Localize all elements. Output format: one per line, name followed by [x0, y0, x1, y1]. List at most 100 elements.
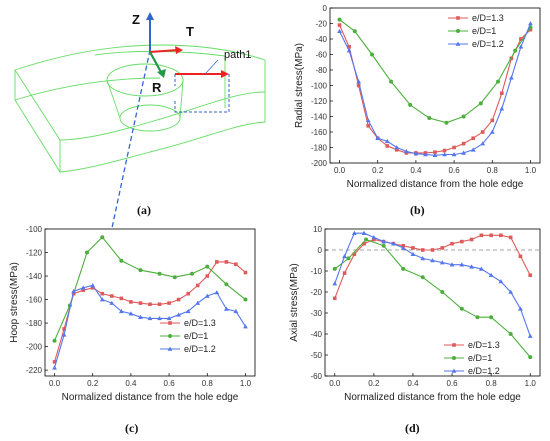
data-point: [118, 308, 124, 314]
data-point: [499, 106, 505, 111]
data-point: [128, 311, 134, 316]
data-point: [85, 250, 89, 255]
data-point: [451, 368, 457, 373]
data-point: [518, 306, 523, 311]
data-point: [337, 23, 342, 27]
data-point: [384, 138, 390, 144]
legend-item: e/D=1.3: [160, 318, 216, 328]
data-point: [62, 327, 66, 331]
data-point: [475, 315, 480, 320]
data-point: [71, 288, 77, 294]
y-tick-label: 10: [313, 225, 322, 234]
data-point: [410, 251, 416, 256]
x-tick-label: 0.8: [202, 379, 214, 388]
data-point: [471, 136, 475, 140]
data-point: [489, 315, 494, 320]
y-tick-label: -60: [310, 372, 322, 381]
data-point: [461, 141, 466, 146]
panel-caption: (d): [405, 421, 420, 435]
data-point: [442, 152, 447, 157]
y-tick-label: -140: [311, 113, 328, 122]
x-tick-label: 1.0: [525, 166, 537, 175]
x-tick-label: 0.6: [446, 379, 458, 388]
y-tick-label: -60: [315, 51, 327, 60]
data-point: [452, 356, 456, 360]
y-tick-label: -160: [311, 128, 328, 137]
legend-item: e/D=1.2: [448, 39, 504, 49]
data-point: [381, 243, 386, 248]
series-e-d-1: [337, 17, 533, 125]
data-point: [365, 117, 371, 123]
data-point: [440, 246, 445, 250]
data-point: [508, 75, 514, 80]
legend-label: e/D=1.2: [184, 344, 216, 354]
data-point: [432, 152, 438, 158]
legend-item: e/D=1.3: [444, 340, 500, 350]
data-point: [185, 308, 191, 314]
data-point: [351, 230, 357, 235]
data-point: [440, 290, 445, 294]
series-line: [53, 261, 246, 363]
data-point: [81, 288, 85, 292]
y-tick-label: -120: [26, 249, 43, 258]
data-point: [489, 233, 493, 238]
data-point: [489, 129, 495, 134]
data-point: [195, 300, 201, 305]
data-point: [223, 306, 229, 311]
x-tick-label: 0.4: [410, 166, 422, 175]
data-point: [527, 333, 533, 338]
data-point: [385, 144, 390, 148]
data-point: [451, 152, 457, 157]
data-point: [234, 262, 238, 267]
data-point: [499, 233, 503, 238]
radial-stress-chart: 0.0 0.2 0.4 0.6 0.8 1.0 0 -20 -40 -60 -80 -100 -120 -…: [294, 4, 541, 217]
series-line: [339, 19, 531, 124]
data-point: [508, 289, 514, 294]
data-point: [371, 235, 377, 240]
y-tick-label: -80: [315, 66, 327, 75]
data-point: [176, 297, 181, 302]
data-point: [332, 296, 337, 301]
series-line: [334, 238, 531, 358]
data-point: [52, 360, 57, 364]
data-point: [342, 253, 347, 259]
x-axis-label: Normalized distance from the hole edge: [62, 392, 239, 403]
data-point: [442, 148, 447, 153]
data-point: [452, 145, 456, 150]
data-point: [110, 294, 114, 298]
legend-label: e/D=1.2: [468, 366, 500, 376]
data-point: [109, 300, 115, 305]
y-tick-label: 0: [318, 246, 323, 255]
data-point: [352, 252, 357, 256]
data-point: [508, 332, 513, 336]
panel-a-caption: (a): [137, 203, 151, 217]
data-point: [138, 301, 143, 305]
series-e-d-1: [52, 235, 248, 343]
data-point: [215, 260, 219, 264]
series-e-d-1-2: [337, 21, 533, 158]
data-point: [243, 324, 248, 329]
x-tick-label: 0.6: [449, 166, 461, 175]
data-point: [391, 241, 396, 246]
data-point: [394, 145, 400, 150]
y-tick-label: -200: [311, 159, 328, 168]
y-tick-label: -120: [311, 97, 328, 106]
data-point: [346, 256, 351, 261]
data-point: [362, 241, 366, 246]
data-point: [243, 297, 248, 302]
y-tick-label: -40: [310, 330, 322, 339]
data-point: [129, 300, 133, 304]
plot-frame: [44, 228, 256, 377]
data-point: [518, 44, 524, 49]
x-tick-label: 1.0: [525, 379, 537, 388]
data-point: [224, 260, 229, 264]
data-point: [332, 266, 337, 271]
x-tick-label: 0.0: [329, 379, 341, 388]
legend-label: e/D=1: [472, 26, 496, 36]
legend-item: e/D=1.2: [160, 344, 216, 354]
x-tick-label: 0.8: [486, 379, 498, 388]
y-tick-label: -200: [26, 343, 43, 352]
y-tick-label: -20: [310, 288, 322, 297]
data-point: [119, 296, 124, 301]
